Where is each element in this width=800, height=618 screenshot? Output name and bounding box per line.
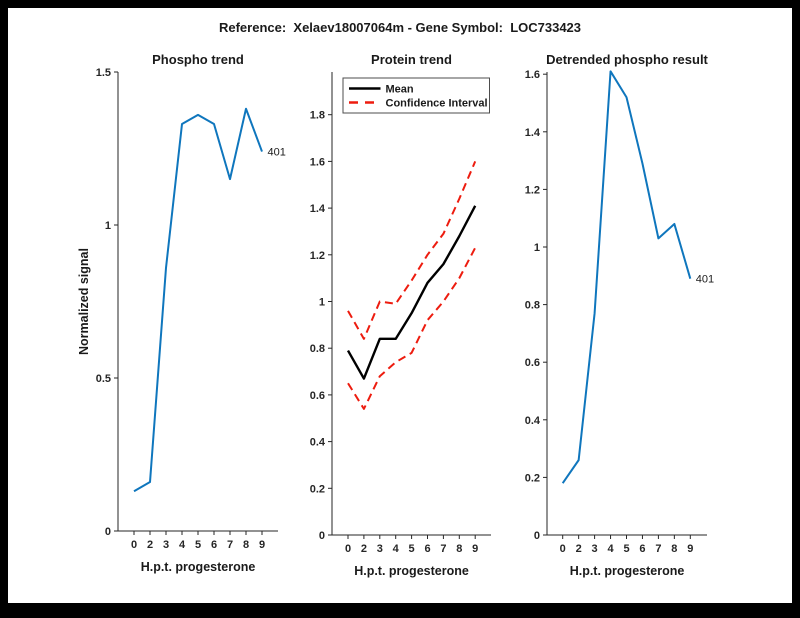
protein_trend-x-axis-label: H.p.t. progesterone [354, 564, 469, 578]
phospho_trend-x-tick-label: 7 [227, 539, 233, 551]
protein_trend-series-confidence-lower [347, 247, 477, 410]
protein_trend-series-confidence-upper [347, 161, 477, 340]
protein_trend-x-tick-label: 0 [345, 543, 351, 555]
detrended_phospho-y-tick-label: 1 [534, 242, 540, 254]
detrended_phospho-y-tick-label: 0.4 [525, 415, 541, 427]
protein_trend-legend-label: Mean [386, 84, 414, 96]
phospho_trend-chart-title: Phospho trend [152, 52, 244, 67]
protein_trend-x-tick-label: 8 [456, 543, 462, 555]
phospho_trend-y-axis-label: Normalized signal [77, 248, 91, 355]
phospho_trend-x-tick-label: 3 [163, 539, 169, 551]
detrended_phospho-x-tick-label: 3 [592, 543, 598, 555]
phospho_trend-x-tick-label: 5 [195, 539, 201, 551]
protein_trend-y-tick-label: 0.2 [310, 483, 325, 495]
protein_trend-chart-title: Protein trend [371, 52, 452, 67]
phospho_trend-x-tick-label: 8 [243, 539, 249, 551]
protein_trend-x-tick-label: 9 [472, 543, 478, 555]
protein_trend-series-mean [346, 205, 477, 380]
detrended_phospho-x-tick-label: 0 [560, 543, 566, 555]
figure-title: Reference: Xelaev18007064m - Gene Symbol… [218, 20, 582, 35]
protein_trend-legend-box [342, 77, 490, 114]
phospho_trend-y-tick-label: 0.5 [96, 373, 111, 385]
protein_trend-y-tick-label: 0.4 [310, 437, 326, 449]
protein_trend-y-tick-label: 0.6 [310, 390, 325, 402]
detrended_phospho-x-tick-label: 5 [623, 543, 629, 555]
detrended_phospho-y-tick-label: 1.2 [525, 184, 540, 196]
phospho_trend-end-point-label: 401 [268, 147, 286, 159]
detrended_phospho-x-tick-label: 4 [607, 543, 614, 555]
protein_trend-y-tick-label: 1.6 [310, 156, 325, 168]
phospho_trend-series-phospho-signal [133, 107, 263, 493]
phospho_trend-x-tick-label: 0 [131, 539, 137, 551]
protein_trend-y-tick-label: 1 [319, 297, 325, 309]
detrended_phospho-x-tick-label: 6 [639, 543, 645, 555]
detrended_phospho-x-axis-label: H.p.t. progesterone [570, 564, 685, 578]
phospho_trend-x-tick-label: 4 [179, 539, 186, 551]
protein_trend-x-tick-label: 4 [393, 543, 400, 555]
detrended_phospho-y-tick-label: 1.6 [525, 69, 540, 81]
protein_trend-x-tick-label: 2 [361, 543, 367, 555]
detrended_phospho-y-tick-label: 0 [534, 530, 540, 542]
detrended_phospho-series-detrended-signal [561, 70, 692, 484]
detrended_phospho-x-tick-label: 7 [655, 543, 661, 555]
detrended_phospho-x-tick-label: 2 [576, 543, 582, 555]
protein_trend-y-tick-label: 0.8 [310, 343, 325, 355]
detrended_phospho-y-tick-label: 1.4 [525, 127, 541, 139]
protein_trend-y-tick-label: 1.4 [310, 203, 326, 215]
phospho_trend-x-tick-label: 6 [211, 539, 217, 551]
detrended_phospho-x-tick-label: 9 [687, 543, 693, 555]
protein_trend-x-tick-label: 6 [424, 543, 430, 555]
phospho_trend-y-tick-label: 1 [105, 220, 111, 232]
protein_trend-y-tick-label: 1.8 [310, 110, 325, 122]
phospho_trend-x-tick-label: 9 [259, 539, 265, 551]
protein_trend-x-tick-label: 5 [409, 543, 415, 555]
protein_trend-x-tick-label: 7 [440, 543, 446, 555]
protein_trend-x-tick-label: 3 [377, 543, 383, 555]
detrended_phospho-x-tick-label: 8 [671, 543, 677, 555]
phospho_trend-y-tick-label: 1.5 [96, 67, 111, 79]
protein_trend-y-tick-label: 0 [319, 530, 325, 542]
protein_trend-y-tick-label: 1.2 [310, 250, 325, 262]
detrended_phospho-y-tick-label: 0.8 [525, 300, 540, 312]
detrended_phospho-y-tick-label: 0.2 [525, 472, 540, 484]
phospho_trend-x-tick-label: 2 [147, 539, 153, 551]
detrended_phospho-y-tick-label: 0.6 [525, 357, 540, 369]
protein_trend-legend-label: Confidence Interval [386, 98, 488, 110]
detrended_phospho-end-point-label: 401 [696, 274, 714, 286]
phospho_trend-y-tick-label: 0 [105, 526, 111, 538]
phospho_trend-x-axis-label: H.p.t. progesterone [141, 560, 256, 574]
detrended_phospho-chart-title: Detrended phospho result [546, 52, 708, 67]
